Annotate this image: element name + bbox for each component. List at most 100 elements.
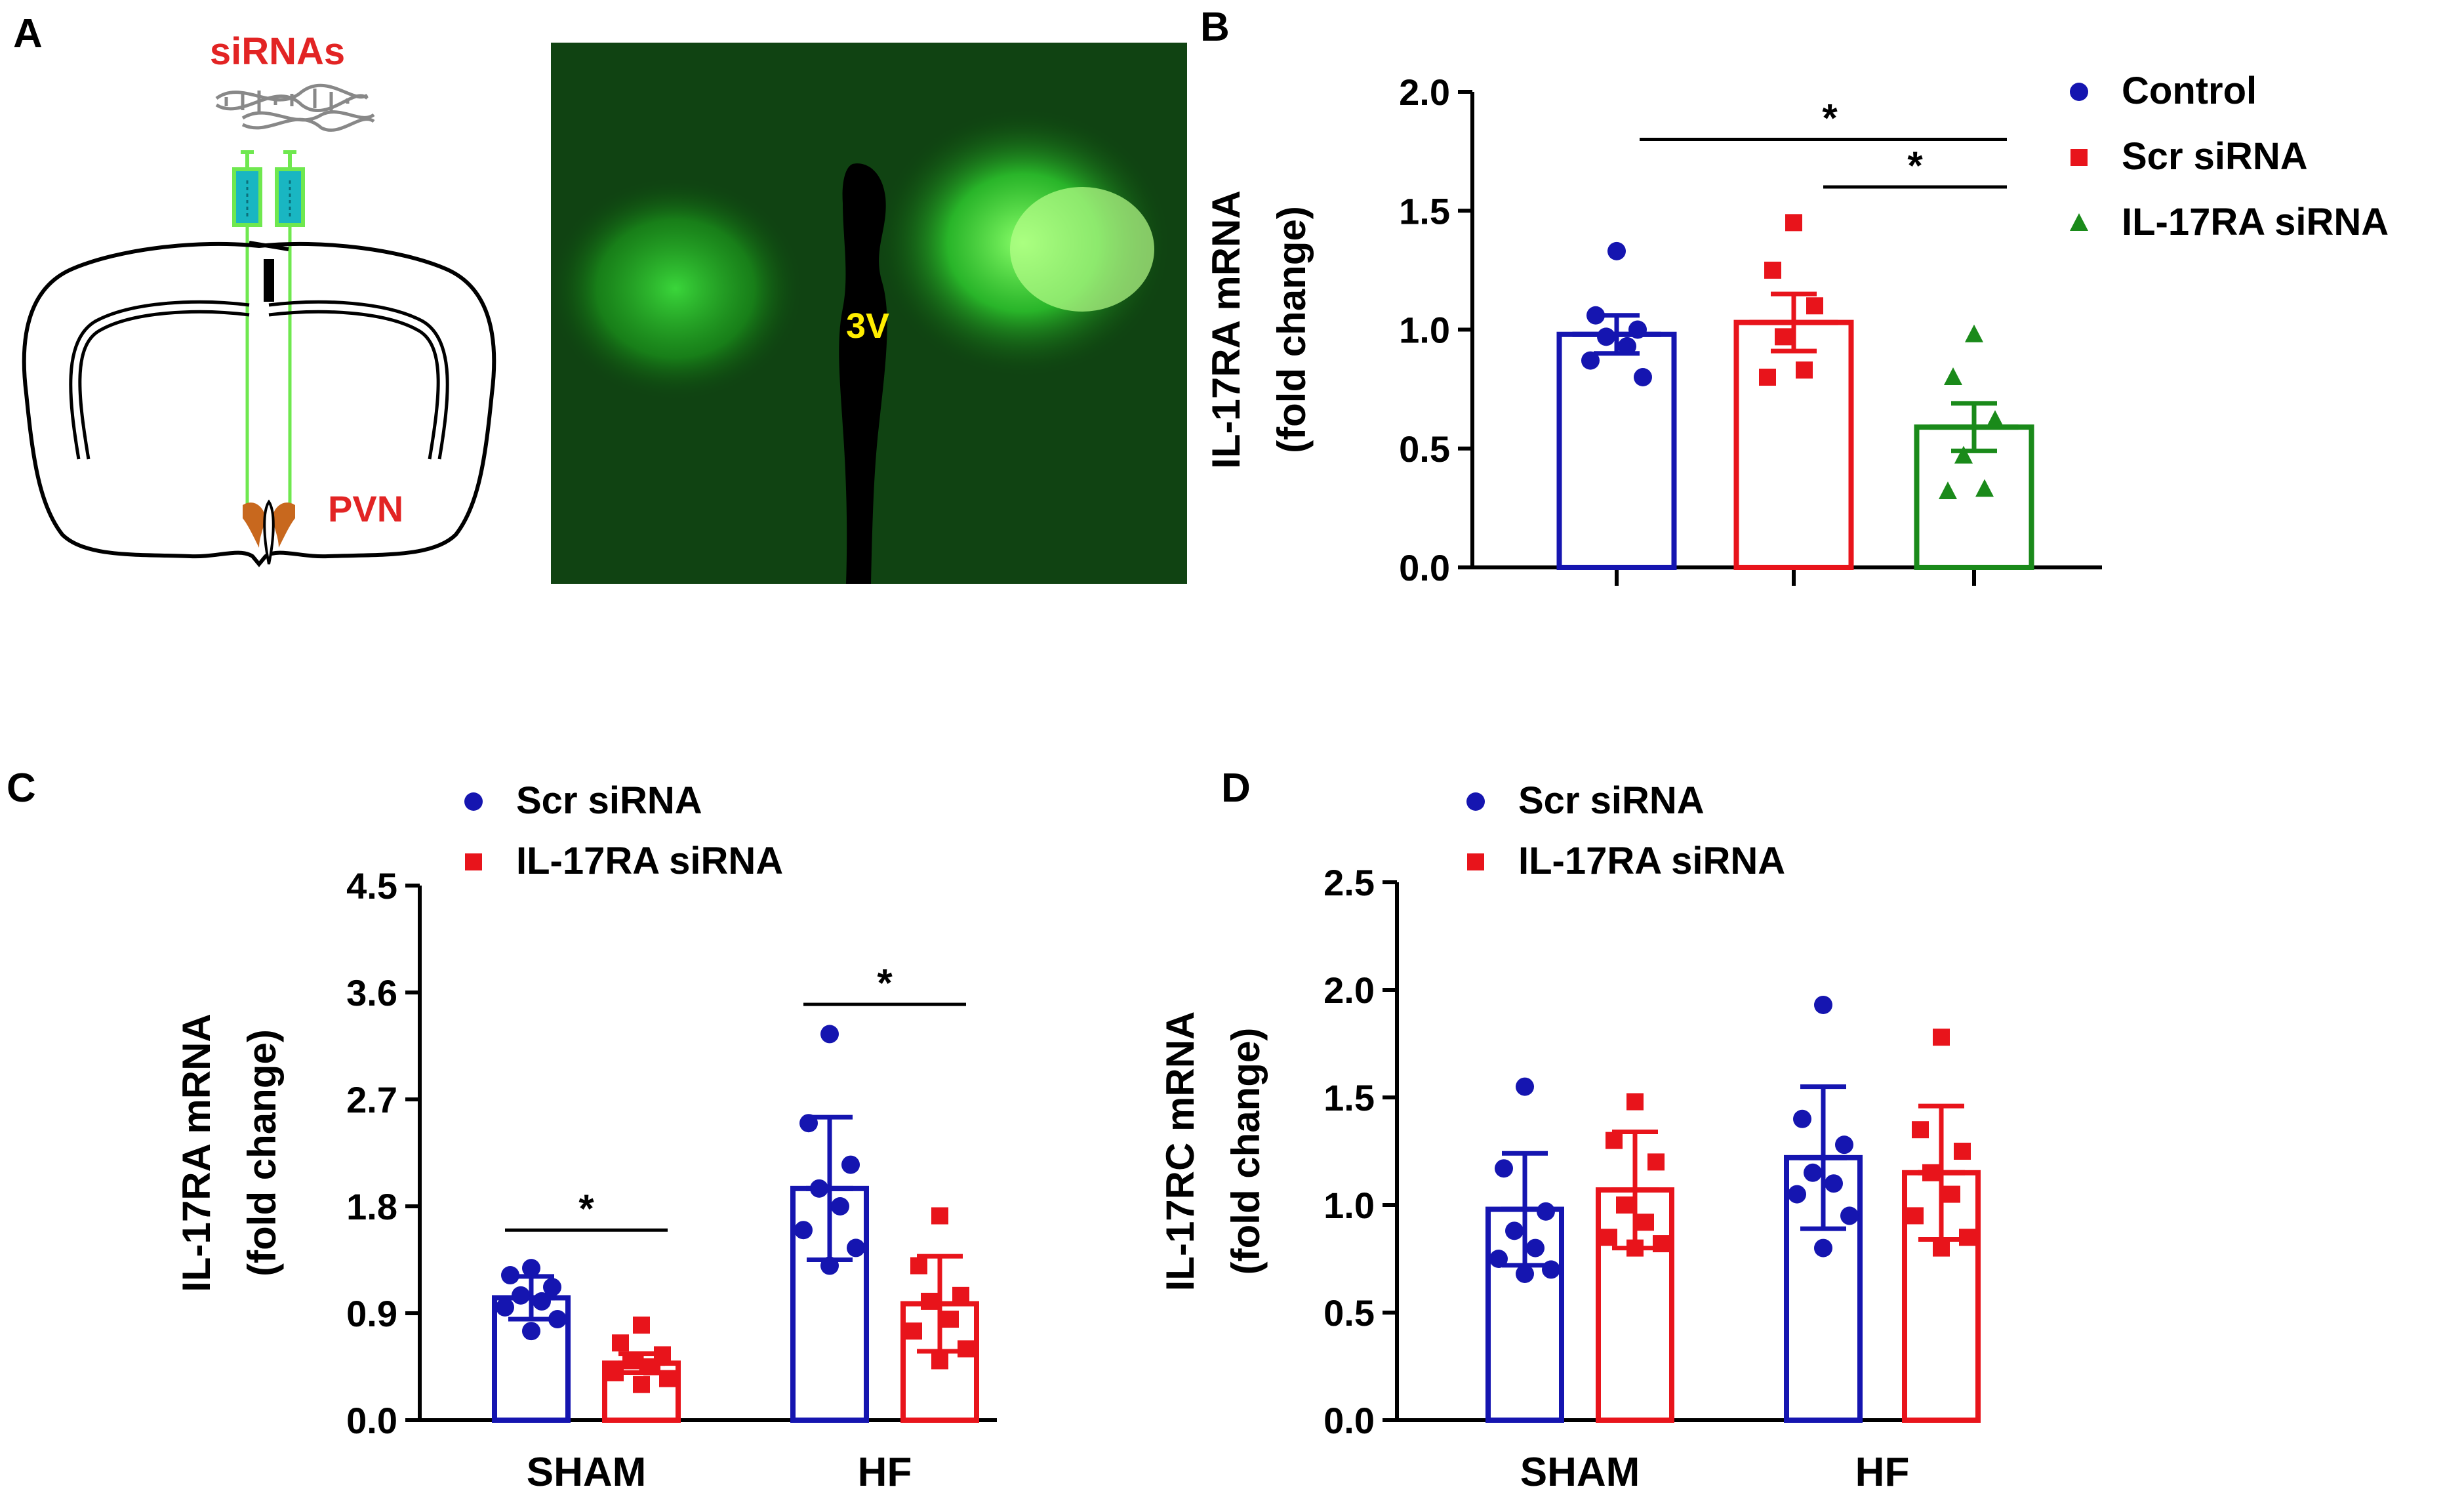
y-axis-label: IL-17RA mRNA — [1204, 190, 1248, 468]
data-point — [1912, 1121, 1929, 1139]
x-tick-label: HF — [858, 1450, 912, 1495]
data-point — [643, 1358, 660, 1376]
y-tick-label: 0.0 — [1399, 547, 1450, 588]
data-point — [1526, 1238, 1545, 1257]
y-axis-label: (fold change) — [1224, 1028, 1268, 1275]
data-point — [1759, 369, 1776, 386]
data-point — [820, 1256, 839, 1275]
data-point — [847, 1238, 865, 1257]
significance-marker: * — [578, 1187, 594, 1231]
chart-c: 0.0 0.9 1.8 2.7 3.6 4.5 IL-17RA mRNA (fold chan… — [174, 779, 997, 1495]
data-point — [1634, 368, 1652, 386]
data-point — [921, 1292, 938, 1310]
data-point — [1542, 1260, 1560, 1279]
legend-label: Scr siRNA — [1518, 779, 1705, 822]
data-point — [1618, 337, 1636, 356]
data-point — [1933, 1239, 1950, 1257]
y-tick-label: 4.5 — [346, 865, 397, 907]
third-ventricle — [839, 163, 887, 584]
y-tick-label: 2.5 — [1323, 862, 1375, 903]
data-point — [820, 1025, 839, 1044]
data-point — [1975, 479, 1994, 497]
legend-label: Control — [2122, 70, 2257, 112]
syringe-icon-right — [275, 150, 305, 518]
data-point — [1775, 328, 1792, 346]
y-tick-label: 2.7 — [346, 1079, 397, 1120]
data-point — [1796, 361, 1813, 379]
significance-marker: * — [1907, 144, 1923, 188]
data-point — [1835, 1135, 1853, 1154]
data-point — [1814, 1238, 1832, 1257]
y-tick-label: 1.8 — [346, 1186, 397, 1227]
y-tick-label: 1.0 — [1399, 310, 1450, 351]
data-point — [1944, 367, 1962, 385]
data-point — [1907, 1207, 1924, 1225]
fluorescence-micrograph: 3V — [551, 43, 1187, 584]
data-point — [931, 1352, 948, 1370]
legend-label: IL-17RA siRNA — [2122, 201, 2389, 243]
sirnas-label: siRNAs — [210, 30, 345, 73]
data-point — [1516, 1077, 1534, 1096]
brain-inner-line-right — [268, 300, 449, 460]
midline-structure — [264, 259, 274, 302]
data-point — [1986, 410, 2004, 428]
y-axis-label: IL-17RA mRNA — [174, 1013, 218, 1292]
y-tick-label: 1.5 — [1323, 1077, 1375, 1118]
data-point — [1495, 1159, 1513, 1178]
legend-marker — [2070, 83, 2088, 101]
data-point — [1788, 1185, 1806, 1204]
y-axis-label: (fold change) — [240, 1029, 284, 1277]
significance-marker: * — [1822, 96, 1838, 140]
data-point — [1537, 1202, 1555, 1221]
data-point — [1626, 1239, 1644, 1257]
legend-label: IL-17RA siRNA — [516, 840, 783, 882]
data-point — [958, 1340, 975, 1358]
y-tick-label: 1.5 — [1399, 190, 1450, 232]
y-tick-label: 0.0 — [1323, 1400, 1375, 1441]
data-point — [905, 1322, 922, 1340]
pvn-region-left — [243, 502, 266, 548]
legend-marker — [1467, 853, 1484, 870]
data-point — [633, 1317, 650, 1334]
legend-marker — [464, 792, 483, 811]
data-point — [1489, 1250, 1508, 1268]
third-ventricle-outline — [263, 499, 275, 565]
data-point — [1959, 1229, 1976, 1246]
panel-label-a: A — [13, 11, 43, 56]
y-tick-label: 0.5 — [1399, 428, 1450, 470]
data-point — [1628, 320, 1647, 339]
legend-marker — [2070, 149, 2088, 166]
data-point — [548, 1310, 567, 1329]
data-point — [1814, 995, 1832, 1014]
data-point — [1939, 481, 1957, 499]
data-point — [794, 1221, 813, 1240]
data-point — [1922, 1164, 1939, 1181]
panel-label-b: B — [1200, 5, 1230, 50]
data-point — [810, 1179, 828, 1198]
data-point — [496, 1297, 514, 1317]
chart-d: 0.0 0.5 1.0 1.5 2.0 2.5 IL-17RC mRNA (fold chan… — [1158, 779, 1981, 1495]
bar — [1733, 319, 1854, 570]
data-point — [1626, 1093, 1644, 1111]
y-axis-label: IL-17RC mRNA — [1158, 1011, 1202, 1292]
legend-marker — [1466, 792, 1485, 811]
legend-label: IL-17RA siRNA — [1518, 840, 1785, 882]
data-point — [1586, 306, 1605, 325]
data-point — [612, 1334, 629, 1352]
data-point — [622, 1352, 639, 1370]
data-point — [1825, 1174, 1843, 1193]
data-point — [1606, 1132, 1623, 1149]
data-point — [1607, 241, 1626, 260]
data-point — [1793, 1109, 1811, 1128]
data-point — [831, 1197, 849, 1216]
pvn-label: PVN — [328, 488, 403, 529]
data-point — [931, 1207, 948, 1225]
y-tick-label: 2.0 — [1323, 970, 1375, 1011]
chart-b: 0.0 0.5 1.0 1.5 2.0 IL-17RA mRNA (fold change)… — [1204, 70, 2389, 588]
syringe-icon-left — [232, 150, 262, 518]
y-tick-label: 0.5 — [1323, 1292, 1375, 1334]
ventricle-label: 3V — [846, 306, 889, 346]
y-tick-label: 0.0 — [346, 1400, 397, 1441]
data-point — [1804, 1163, 1822, 1182]
data-point — [1647, 1153, 1665, 1171]
